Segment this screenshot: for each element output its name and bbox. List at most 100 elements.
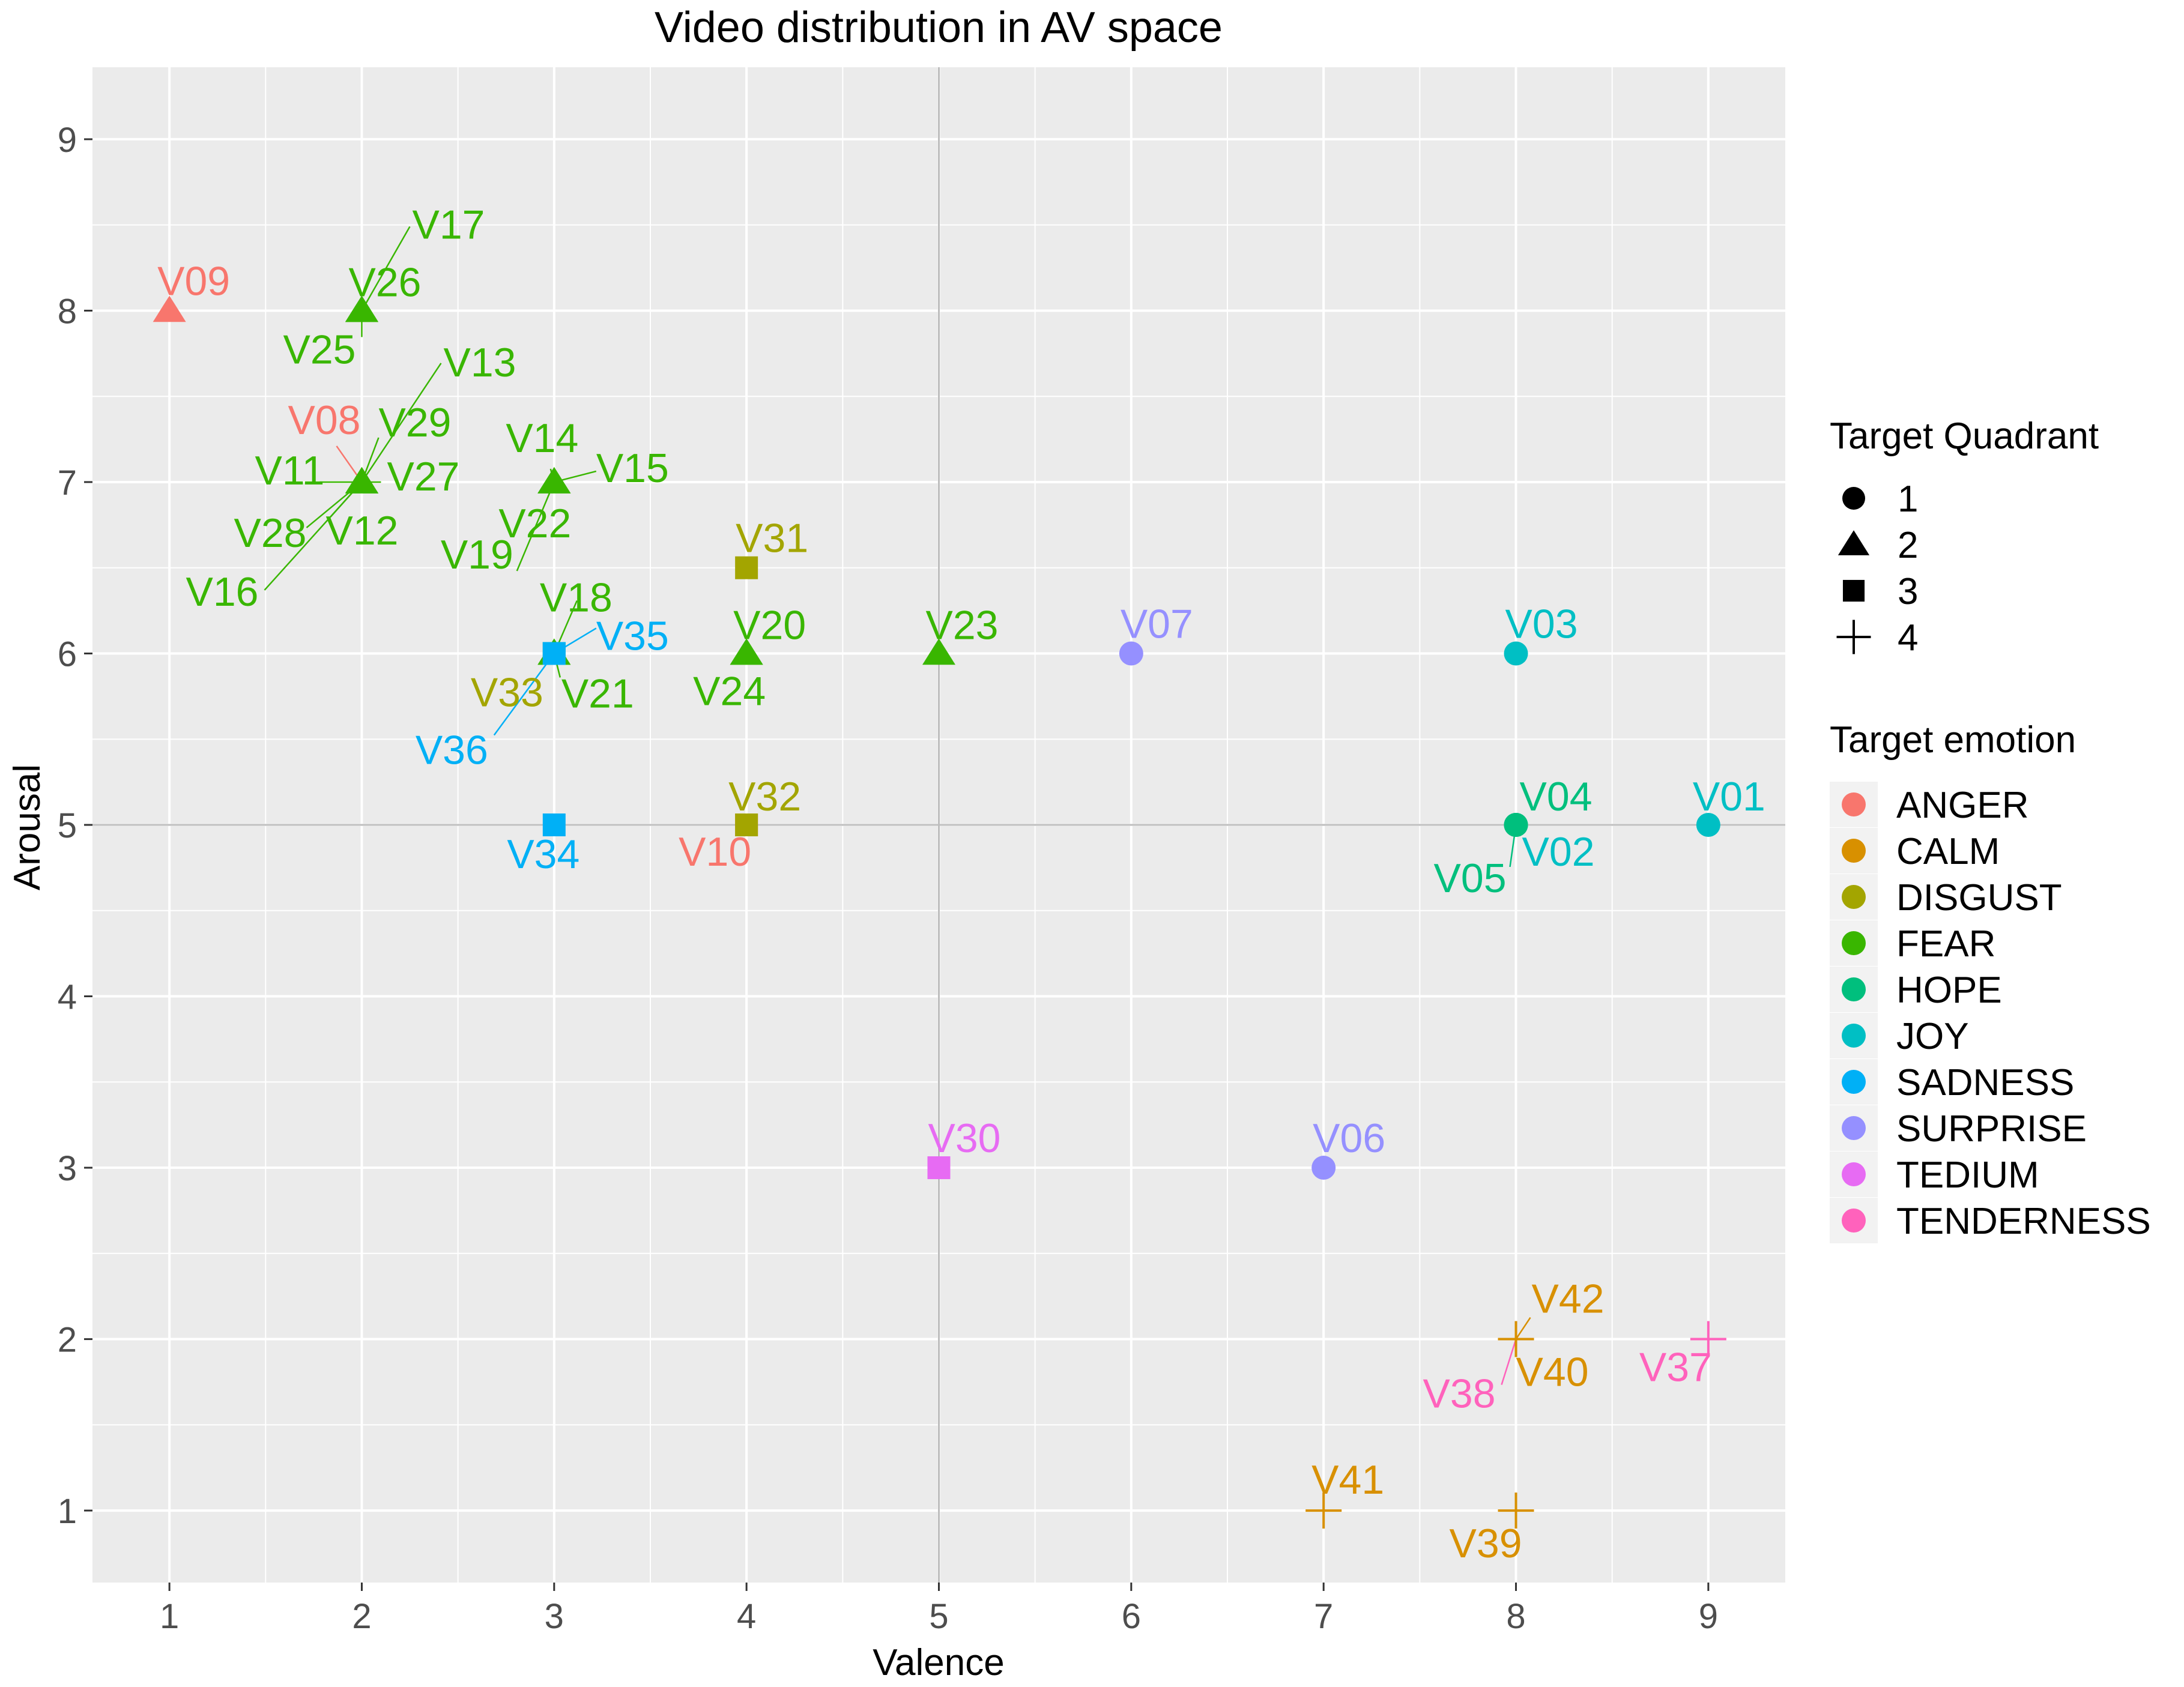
label-v26: V26 (348, 259, 421, 305)
x-axis-title: Valence (873, 1642, 1004, 1683)
label-v28: V28 (234, 510, 306, 556)
label-v09: V09 (157, 258, 230, 304)
legend-color-label-tedium: TEDIUM (1896, 1154, 2039, 1196)
leader-v36 (493, 653, 555, 736)
label-v25: V25 (283, 327, 355, 372)
leader-v13 (361, 363, 442, 483)
label-v22: V22 (498, 501, 571, 546)
label-v40: V40 (1516, 1350, 1589, 1395)
label-v35: V35 (596, 613, 669, 659)
y-tick-label: 4 (58, 978, 77, 1017)
label-v17: V17 (412, 202, 485, 247)
point-v01 (1696, 813, 1720, 837)
legend-color-label-sadness: SADNESS (1896, 1062, 2074, 1103)
label-v10: V10 (679, 829, 751, 875)
chart-title: Video distribution in AV space (655, 4, 1223, 52)
label-v31: V31 (736, 516, 808, 561)
label-v24: V24 (693, 668, 766, 714)
point-v23 (922, 638, 955, 665)
label-v01: V01 (1693, 774, 1765, 819)
x-tick-label: 5 (929, 1597, 948, 1636)
label-v41: V41 (1311, 1457, 1384, 1503)
y-tick-label: 7 (58, 463, 77, 502)
legend-color-label-disgust: DISGUST (1896, 877, 2062, 919)
label-v36: V36 (416, 727, 488, 773)
label-v15: V15 (596, 445, 669, 491)
legend-color-swatch-tedium (1842, 1162, 1866, 1186)
label-v23: V23 (926, 602, 999, 648)
label-v14: V14 (506, 415, 578, 461)
label-v39: V39 (1450, 1521, 1522, 1566)
x-tick-label: 2 (352, 1597, 371, 1636)
point-v41 (1305, 1492, 1342, 1529)
point-v22 (537, 466, 571, 493)
legend-color-swatch-anger (1842, 792, 1866, 816)
point-v34 (542, 813, 566, 836)
legend-color-label-calm: CALM (1896, 831, 2000, 872)
label-v38: V38 (1423, 1371, 1496, 1417)
label-v20: V20 (733, 602, 806, 648)
label-v34: V34 (507, 831, 579, 877)
legend-shape-label-2: 2 (1898, 525, 1918, 566)
label-v30: V30 (928, 1115, 1001, 1161)
y-axis: 1 2 3 4 5 6 7 8 9 (58, 121, 92, 1531)
point-v39 (1498, 1492, 1534, 1529)
label-v29: V29 (378, 400, 451, 445)
legend-color-label-hope: HOPE (1896, 970, 2002, 1011)
label-v12: V12 (325, 508, 398, 554)
label-v02: V02 (1522, 829, 1595, 875)
label-v04: V04 (1520, 774, 1593, 819)
y-tick-label: 5 (58, 806, 77, 845)
legend-shape-title: Target Quadrant (1830, 415, 2099, 457)
leader-v16 (264, 481, 363, 591)
point-v29 (345, 466, 378, 493)
y-tick-label: 2 (58, 1321, 77, 1360)
legend-shape-4 (1836, 620, 1871, 654)
legend-color-swatch-sadness (1842, 1070, 1866, 1094)
legend-color-swatch-joy (1842, 1024, 1866, 1048)
point-v24 (730, 638, 763, 665)
legend-color-swatch-fear (1842, 931, 1866, 955)
label-v13: V13 (443, 340, 516, 385)
point-v06 (1311, 1156, 1336, 1180)
reference-lines (92, 67, 1785, 1583)
label-v42: V42 (1532, 1276, 1605, 1322)
data-points (153, 295, 1726, 1529)
point-v09 (153, 295, 186, 322)
legend-color-label-joy: JOY (1896, 1016, 1969, 1057)
leader-v42 (1515, 1317, 1531, 1340)
legend-color-title: Target emotion (1830, 719, 2076, 761)
legend-color-label-surprise: SURPRISE (1896, 1108, 2087, 1150)
y-tick-label: 3 (58, 1149, 77, 1188)
point-v07 (1119, 641, 1143, 666)
legend-shape-label-3: 3 (1898, 571, 1918, 612)
label-v37: V37 (1639, 1345, 1712, 1390)
x-tick-label: 6 (1122, 1597, 1141, 1636)
label-v33: V33 (471, 669, 543, 715)
legend-shape-label-4: 4 (1898, 617, 1918, 659)
legend-color-label-anger: ANGER (1896, 785, 2028, 826)
leader-v38 (1501, 1339, 1517, 1385)
y-tick-label: 1 (58, 1492, 77, 1531)
legend-shape-1 (1842, 487, 1865, 510)
legend-color-swatch-disgust (1842, 885, 1866, 909)
legend-color-swatch-calm (1842, 839, 1866, 863)
leader-v19 (516, 481, 555, 572)
label-v27: V27 (387, 454, 459, 499)
point-v37 (1690, 1321, 1726, 1357)
point-v31 (735, 556, 758, 579)
point-v26 (345, 295, 378, 322)
label-v19: V19 (441, 532, 513, 578)
legend-shape-3 (1842, 579, 1865, 602)
point-v03 (1504, 641, 1528, 666)
label-v16: V16 (186, 569, 258, 615)
label-v03: V03 (1505, 601, 1578, 647)
y-axis-title: Arousal (7, 764, 48, 890)
x-axis: 1 2 3 4 5 6 7 8 9 (160, 1583, 1718, 1636)
legend-color-label-tenderness: TENDERNESS (1896, 1201, 2151, 1242)
label-v11: V11 (255, 448, 325, 493)
label-v08: V08 (288, 397, 360, 443)
label-v21: V21 (561, 671, 634, 716)
point-v05 (1504, 813, 1528, 837)
